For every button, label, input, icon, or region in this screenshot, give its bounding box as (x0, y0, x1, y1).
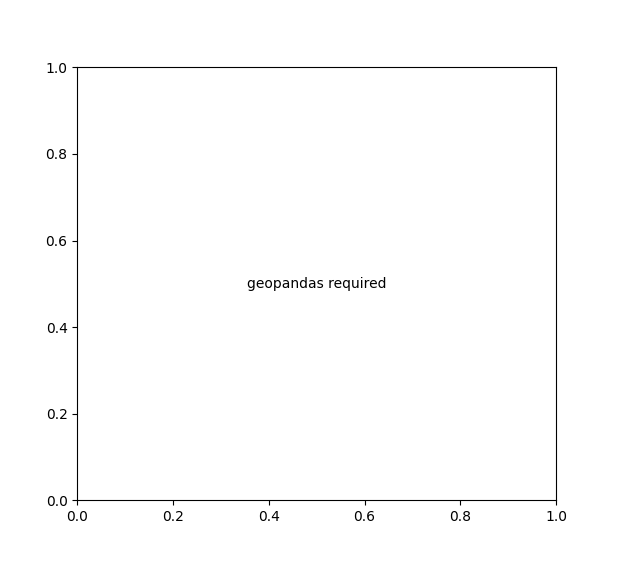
Text: geopandas required: geopandas required (247, 277, 386, 291)
